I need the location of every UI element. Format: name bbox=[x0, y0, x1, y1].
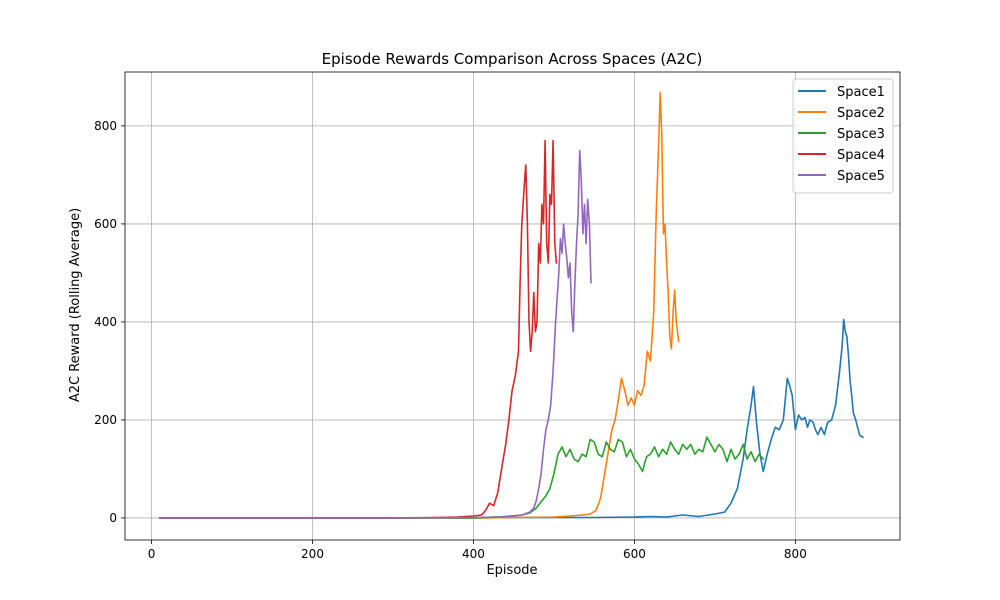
ticks-layer: 0 200 400 600 800 0 200 400 600 800 bbox=[94, 119, 807, 561]
legend: Space1 Space2 Space3 Space4 Space5 bbox=[792, 78, 894, 194]
legend-label: Space4 bbox=[837, 148, 885, 163]
series-line-space1 bbox=[158, 318, 864, 519]
x-tick-label: 200 bbox=[301, 547, 324, 561]
y-tick-label: 0 bbox=[109, 511, 117, 525]
series-line-space3 bbox=[158, 436, 764, 519]
x-tick-label: 800 bbox=[784, 547, 807, 561]
chart-title: Episode Rewards Comparison Across Spaces… bbox=[322, 50, 703, 68]
legend-label: Space1 bbox=[837, 85, 885, 100]
series-line-space5 bbox=[158, 149, 592, 519]
x-axis-label: Episode bbox=[486, 563, 537, 578]
x-tick-label: 0 bbox=[148, 547, 156, 561]
y-tick-label: 800 bbox=[94, 119, 117, 133]
y-tick-label: 400 bbox=[94, 315, 117, 329]
legend-label: Space2 bbox=[837, 106, 885, 121]
series-layer bbox=[158, 91, 864, 519]
legend-label: Space5 bbox=[837, 169, 885, 184]
y-axis-label: A2C Reward (Rolling Average) bbox=[68, 208, 83, 402]
x-tick-label: 600 bbox=[623, 547, 646, 561]
series-line-space2 bbox=[158, 91, 680, 519]
plot-frame bbox=[124, 71, 901, 541]
x-tick-label: 400 bbox=[462, 547, 485, 561]
legend-label: Space3 bbox=[837, 127, 885, 142]
series-line-space4 bbox=[158, 139, 558, 519]
y-tick-label: 600 bbox=[94, 217, 117, 231]
y-tick-label: 200 bbox=[94, 413, 117, 427]
legend-box bbox=[792, 78, 894, 194]
